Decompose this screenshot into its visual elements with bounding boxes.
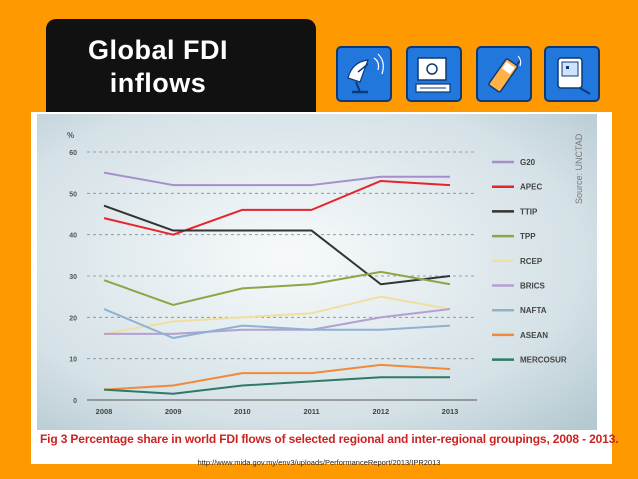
source-url: http://www.mida.gov.my/env3/uploads/Perf… xyxy=(197,458,441,467)
figure-caption: Fig 3 Percentage share in world FDI flow… xyxy=(40,432,619,446)
y-tick-label: 20 xyxy=(69,315,77,322)
computer-monitor-icon xyxy=(406,46,462,102)
source-note: Source: UNCTAD xyxy=(574,133,584,204)
y-tick-label: 40 xyxy=(69,233,77,240)
y-axis-label: % xyxy=(67,131,74,140)
legend-label: RCEP xyxy=(520,257,543,266)
y-tick-label: 30 xyxy=(69,274,77,281)
y-tick-label: 10 xyxy=(69,357,77,364)
legend-label: G20 xyxy=(520,158,536,167)
series-line-ttip xyxy=(103,204,451,286)
x-tick-label: 2012 xyxy=(372,407,389,416)
y-tick-label: 50 xyxy=(69,191,77,198)
legend-label: NAFTA xyxy=(520,306,547,315)
x-tick-label: 2013 xyxy=(442,407,459,416)
x-tick-label: 2009 xyxy=(165,407,182,416)
series-line-tpp xyxy=(103,270,451,306)
y-tick-label: 60 xyxy=(69,150,77,157)
legend-label: TTIP xyxy=(520,207,538,216)
chart-background xyxy=(37,114,597,430)
y-tick-label: 0 xyxy=(73,398,77,405)
legend-label: BRICS xyxy=(520,282,546,291)
series-line-nafta xyxy=(103,308,451,339)
x-tick-label: 2010 xyxy=(234,407,251,416)
handheld-device-icon xyxy=(544,46,600,102)
series-line-g20 xyxy=(103,171,450,187)
mobile-phone-icon xyxy=(476,46,532,102)
series-line-mercosur xyxy=(103,376,450,395)
caption-band xyxy=(37,432,597,450)
satellite-dish-icon xyxy=(336,46,392,102)
series-line-asean xyxy=(103,363,451,391)
legend-label: TPP xyxy=(520,232,536,241)
x-tick-label: 2011 xyxy=(303,407,319,416)
series-line-apec xyxy=(103,179,451,236)
fdi-line-chart: 0 10 20 30 40 50 60 2008 2009 2010 2011 2012 2013 G… xyxy=(37,114,597,430)
slide-title: Global FDI inflows xyxy=(88,35,228,98)
x-tick-label: 2008 xyxy=(96,407,113,416)
legend-label: ASEAN xyxy=(520,331,548,340)
series-line-rcep xyxy=(103,295,451,335)
title-box xyxy=(46,19,316,115)
legend-label: MERCOSUR xyxy=(520,356,567,365)
legend-label: APEC xyxy=(520,183,542,192)
